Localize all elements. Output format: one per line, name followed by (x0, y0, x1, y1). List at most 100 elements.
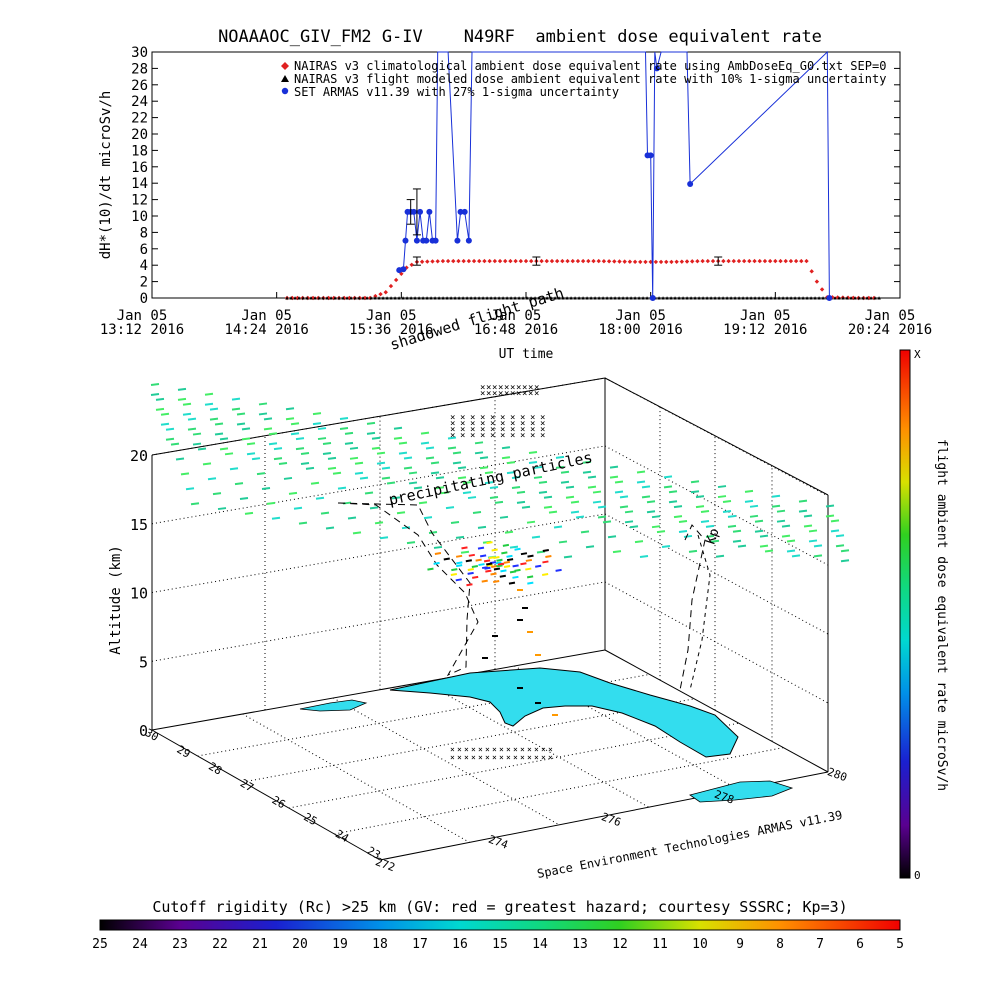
rigidity-marker (533, 475, 543, 479)
shadow-marker: × (520, 745, 525, 754)
rigidity-marker (374, 521, 384, 525)
data-point (525, 296, 529, 300)
rigidity-marker (258, 412, 268, 416)
shadow-marker: × (486, 389, 491, 399)
rigidity-marker (781, 524, 791, 528)
data-point (871, 295, 877, 301)
rigidity-marker (359, 476, 369, 480)
data-point (649, 295, 656, 301)
rigidity-marker (516, 490, 526, 494)
rigidity-marker (744, 499, 754, 503)
rigidity-marker (332, 471, 342, 475)
dose-marker (427, 567, 434, 571)
legend-entry-nairas-flight: NAIRAS v3 flight modeled dose ambient eq… (281, 72, 886, 86)
shadow-marker: × (450, 431, 455, 441)
rigidity-marker (182, 402, 192, 406)
rigidity-marker (398, 441, 408, 445)
data-point (529, 296, 533, 300)
x-tick-date: Jan 05 (865, 308, 916, 324)
rigidity-marker (445, 506, 455, 510)
data-point (528, 258, 534, 264)
data-point (466, 258, 472, 264)
rigidity-marker (187, 417, 197, 421)
data-point (609, 296, 613, 300)
rigidity-marker (219, 447, 229, 451)
dose-rate-cluster (427, 541, 562, 716)
data-point (301, 296, 305, 300)
rigidity-marker (322, 441, 332, 445)
data-point (601, 296, 605, 300)
rigidity-marker (268, 442, 278, 446)
data-point (570, 258, 575, 264)
dose-marker (475, 558, 482, 562)
shadow-marker: × (464, 745, 469, 754)
rigidity-marker (430, 471, 440, 475)
data-point (473, 296, 477, 300)
data-point (297, 296, 301, 300)
rigidity-marker (325, 526, 335, 530)
rigidity-marker (553, 525, 563, 529)
rigidity-marker (563, 555, 573, 559)
data-point (345, 296, 349, 300)
dose-marker (525, 558, 533, 562)
shadow-marker: × (457, 753, 462, 762)
rigidity-marker (251, 457, 261, 461)
rigidity-tick-label: 17 (412, 937, 428, 952)
rigidity-marker (376, 461, 386, 465)
rigidity-tick-label: 9 (736, 937, 744, 952)
rigidity-marker (420, 441, 430, 445)
data-point (861, 296, 865, 300)
data-point (513, 258, 518, 264)
data-point (713, 296, 717, 300)
data-point (549, 258, 555, 264)
data-point (705, 258, 711, 264)
rigidity-marker (285, 407, 295, 411)
data-point (689, 296, 693, 300)
shadow-marker: × (499, 745, 504, 754)
colorbar-top-label: X (914, 348, 921, 361)
flight-path (337, 502, 711, 691)
shadow-marker: × (480, 419, 485, 429)
rigidity-marker (798, 509, 808, 513)
shadow-marker: × (490, 431, 495, 441)
rigidity-marker (460, 550, 470, 554)
rigidity-marker (516, 500, 526, 504)
rigidity-marker (526, 520, 536, 524)
rigidity-marker (371, 436, 381, 440)
data-point (397, 296, 401, 300)
rigidity-marker (668, 490, 678, 494)
x-tick-date: Jan 05 (615, 308, 666, 324)
data-point (417, 296, 421, 300)
data-point (425, 259, 430, 264)
y-tick-label: 4 (140, 258, 148, 274)
data-point (565, 296, 569, 300)
rigidity-marker (602, 520, 612, 524)
shadow-marker: × (460, 419, 465, 429)
rigidity-marker (300, 462, 310, 465)
legend-entry-nairas-climatological: NAIRAS v3 climatological ambient dose eq… (281, 59, 886, 73)
data-point (747, 258, 752, 264)
latitude-tick-label: 23 (365, 844, 383, 862)
shadow-marker: × (500, 425, 505, 435)
latitude-tick-label: 30 (143, 726, 161, 744)
shadow-marker: × (548, 753, 553, 762)
data-point (869, 296, 873, 300)
rigidity-marker (327, 466, 337, 470)
rigidity-marker (207, 477, 217, 481)
rigidity-marker (204, 392, 214, 396)
rigidity-marker (354, 471, 364, 475)
rigidity-marker (690, 490, 700, 494)
data-point (561, 296, 565, 300)
rigidity-marker (229, 467, 239, 471)
data-point (457, 296, 461, 300)
data-point (533, 296, 537, 300)
rigidity-marker (379, 536, 389, 540)
rigidity-marker (825, 514, 835, 518)
data-point (841, 296, 845, 300)
rigidity-marker (241, 427, 251, 431)
data-point (432, 237, 439, 244)
dose-marker (468, 553, 475, 557)
rigidity-marker (678, 530, 688, 534)
rigidity-marker (690, 480, 700, 484)
